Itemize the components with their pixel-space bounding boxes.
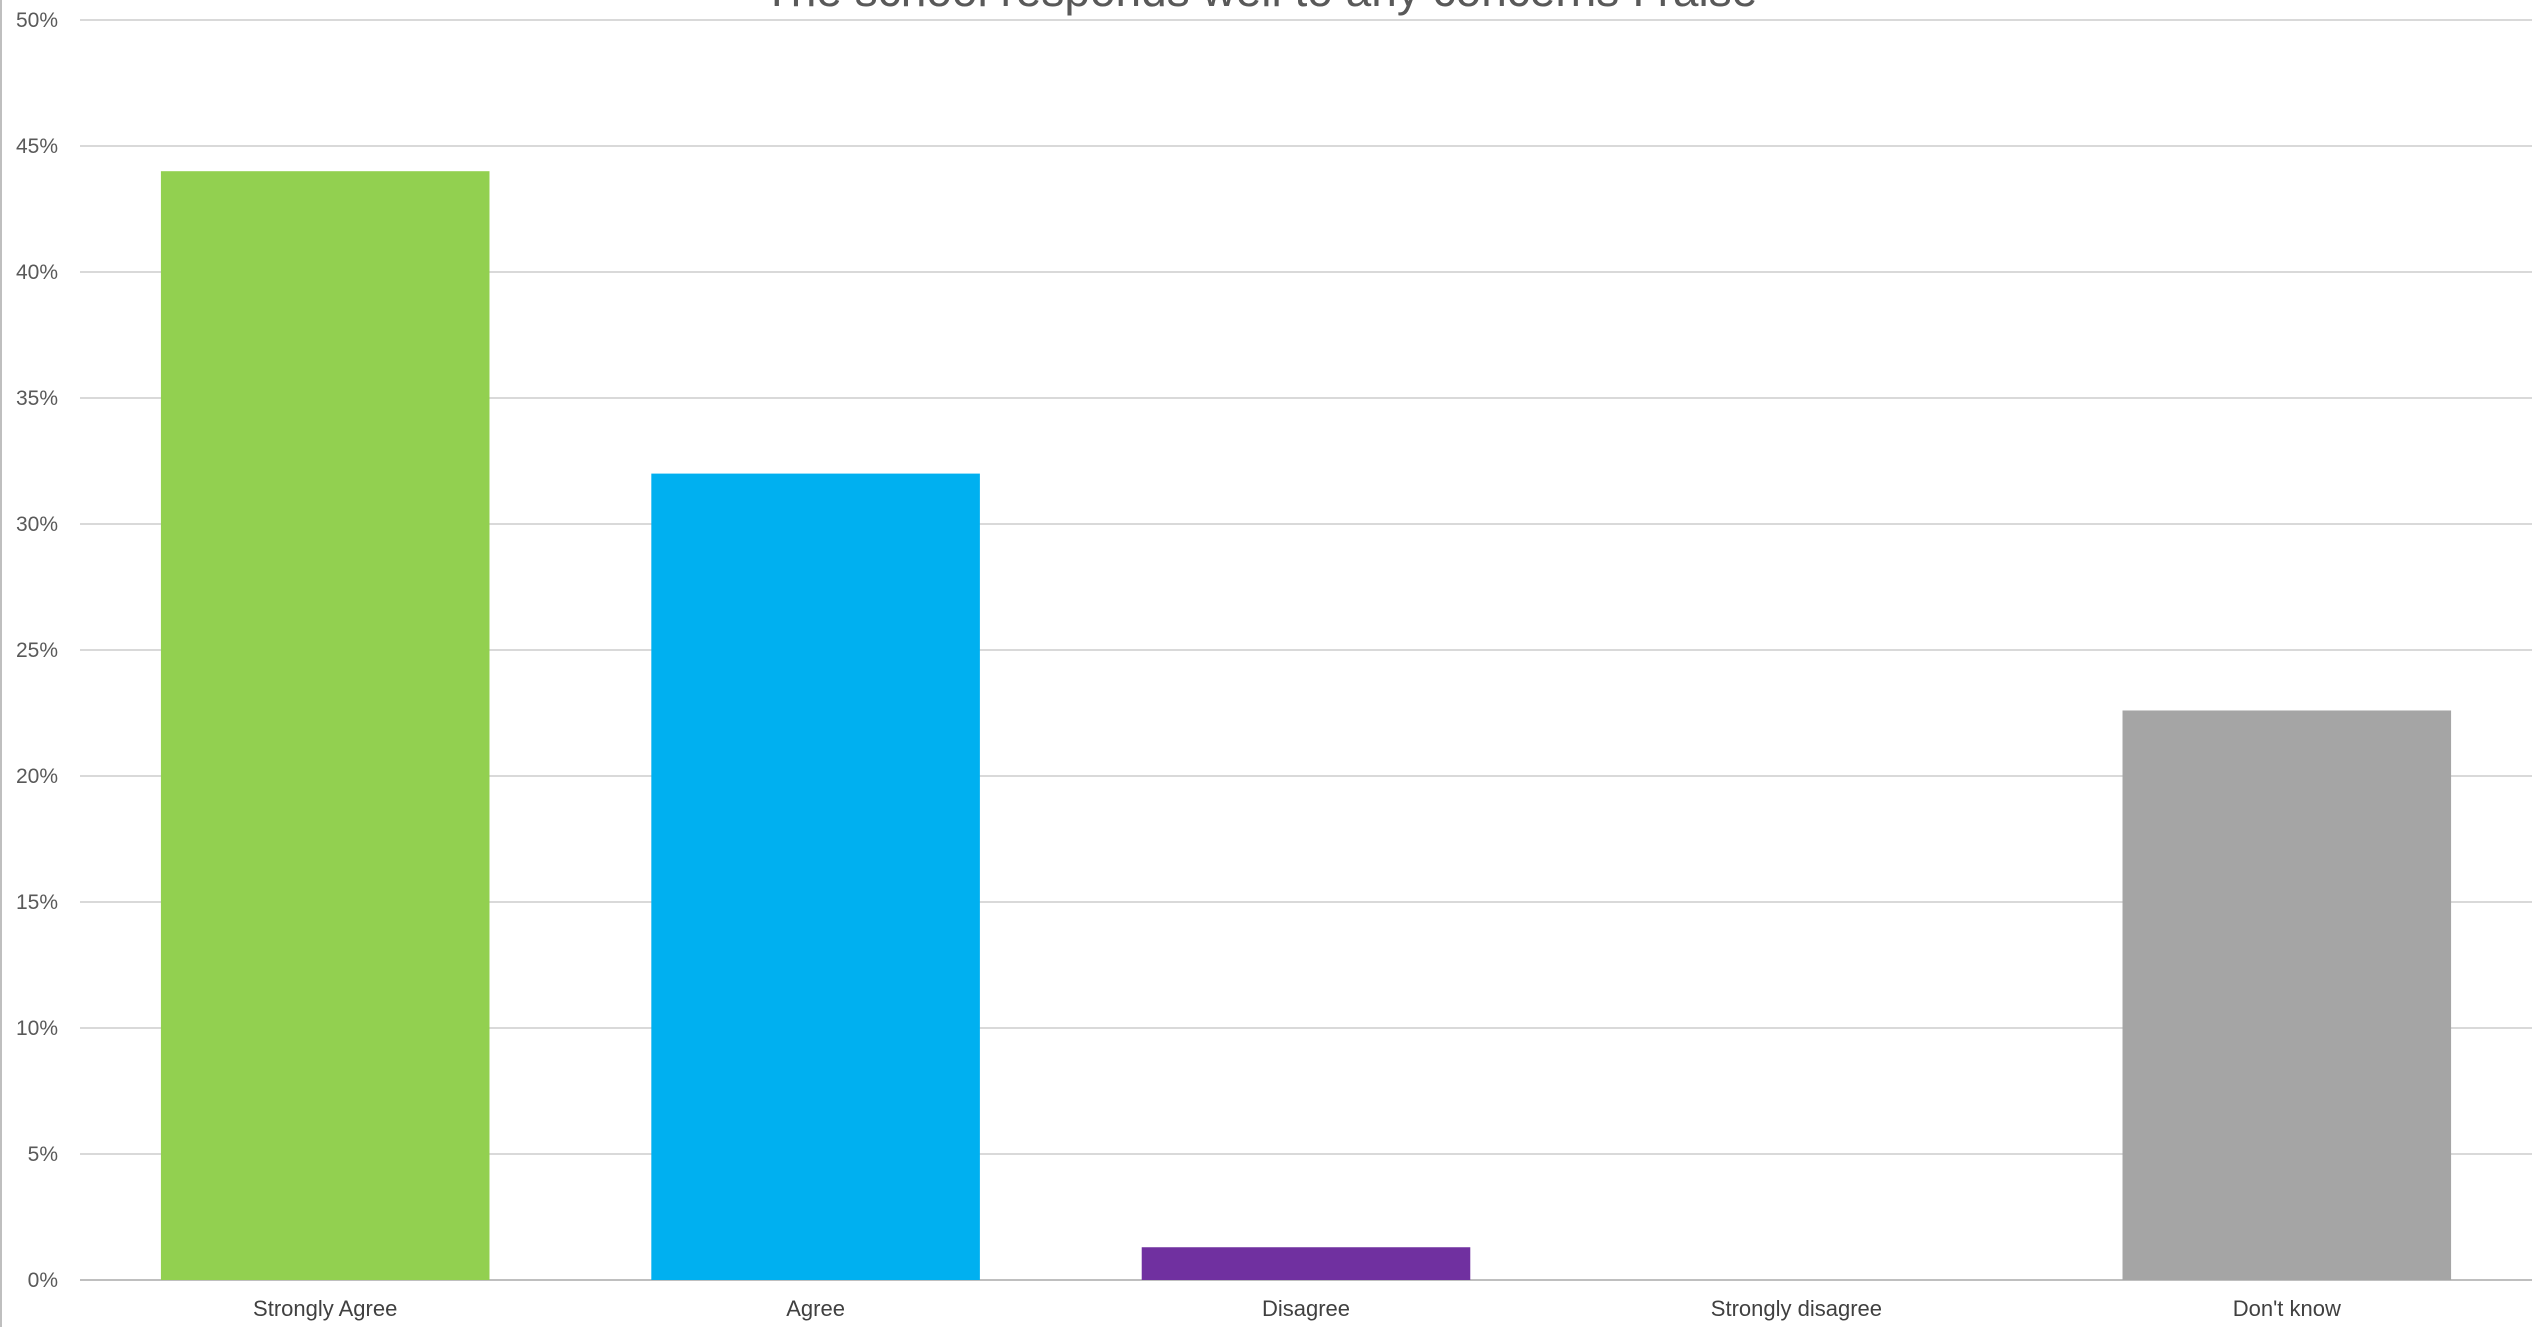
- y-axis-ticks: 0% 5% 10% 15% 20% 25% 30% 35% 40% 45% 50%: [16, 9, 58, 1292]
- chart-title: The school responds well to any concerns…: [763, 0, 1758, 16]
- bar-strongly-agree: [160, 171, 490, 1281]
- x-axis-labels: Strongly Agree Agree Disagree Strongly disa…: [253, 1296, 2341, 1321]
- y-tick-label: 10%: [16, 1017, 58, 1040]
- x-category-label: Strongly disagree: [1711, 1296, 1882, 1321]
- y-tick-label: 30%: [16, 513, 58, 536]
- y-tick-label: 45%: [16, 135, 58, 158]
- x-category-label: Agree: [786, 1296, 845, 1321]
- x-category-label: Strongly Agree: [253, 1296, 397, 1321]
- bars: [160, 171, 2452, 1281]
- bar-disagree: [1141, 1247, 1471, 1280]
- y-tick-label: 5%: [28, 1143, 58, 1166]
- y-tick-label: 50%: [16, 9, 58, 32]
- y-tick-label: 40%: [16, 261, 58, 284]
- bar-agree: [651, 473, 980, 1281]
- x-category-label: Disagree: [1262, 1296, 1350, 1321]
- y-tick-label: 15%: [16, 891, 58, 914]
- x-category-label: Don't know: [2233, 1296, 2341, 1321]
- y-tick-label: 20%: [16, 765, 58, 788]
- bar-don-t-know: [2122, 710, 2452, 1280]
- y-tick-label: 0%: [28, 1269, 58, 1292]
- y-tick-label: 25%: [16, 639, 58, 662]
- y-tick-label: 35%: [16, 387, 58, 410]
